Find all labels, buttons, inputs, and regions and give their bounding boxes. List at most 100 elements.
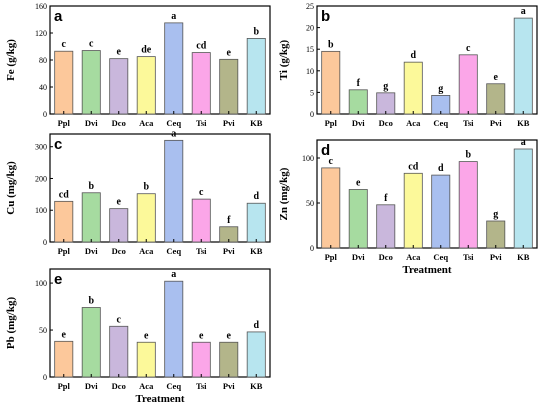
bar-ceq — [164, 139, 184, 243]
plot-frame — [316, 139, 538, 249]
bar-tsi — [458, 54, 478, 115]
y-tick-label: 120 — [35, 29, 47, 38]
x-axis-label: Treatment — [135, 393, 184, 405]
significance-letter: c — [199, 187, 204, 198]
x-tick-label: Tsi — [196, 118, 207, 128]
bar-dco — [109, 58, 129, 115]
significance-letter: d — [438, 163, 444, 174]
bar-pvi — [219, 58, 239, 115]
panel-c: 0100200300PplcdDvibDcoeAcabCeqaTsicPvifK… — [5, 128, 271, 256]
bar-pvi — [219, 341, 239, 378]
y-axis-label: Pb (mg/kg) — [5, 297, 17, 350]
significance-letter: cd — [59, 189, 69, 200]
bar-aca — [403, 172, 423, 249]
y-tick-label: 160 — [35, 2, 47, 11]
x-tick-label: Dvi — [352, 252, 365, 262]
significance-letter: c — [329, 156, 334, 167]
y-tick-label: 100 — [302, 154, 314, 163]
y-tick-label: 20 — [306, 24, 314, 33]
x-tick-label: Aca — [406, 252, 421, 262]
bar-dvi — [81, 192, 101, 243]
significance-letter: a — [171, 269, 176, 280]
x-tick-label: Pvi — [223, 246, 235, 256]
panel-letter: e — [54, 271, 62, 288]
significance-letter: c — [117, 314, 122, 325]
x-tick-label: Aca — [139, 246, 154, 256]
bar-pvi — [486, 83, 506, 115]
bar-dvi — [81, 50, 101, 115]
y-axis-label: Cu (mg/kg) — [5, 161, 17, 215]
y-tick-label: 0 — [310, 110, 314, 119]
y-tick-label: 200 — [35, 174, 47, 183]
x-tick-label: Pvi — [490, 252, 502, 262]
significance-letter: g — [493, 209, 498, 220]
bar-tsi — [191, 198, 211, 243]
significance-letter: a — [521, 137, 526, 148]
panel-e: 0 50 100 Ppl e Dvi b Dco c Aca e Ceq a Tsi e Pvi e KB d e Pb… — [5, 268, 271, 405]
significance-letter: g — [438, 83, 443, 94]
panel-b: 0 5 10 15 20 25 Ppl b Dvi f Dco g Aca d Ceq g Tsi c Pvi e KB… — [278, 2, 538, 128]
significance-letter: b — [88, 296, 94, 307]
significance-letter: b — [88, 181, 94, 192]
x-tick-label: Tsi — [196, 381, 207, 391]
bar-aca — [403, 61, 423, 115]
x-tick-label: KB — [517, 252, 530, 262]
x-tick-label: KB — [250, 381, 263, 391]
x-tick-label: Ceq — [433, 118, 448, 128]
significance-letter: b — [253, 26, 259, 37]
bar-kb — [246, 202, 266, 243]
x-tick-label: Dco — [379, 252, 393, 262]
significance-letter: e — [117, 47, 122, 58]
x-tick-label: KB — [250, 246, 263, 256]
x-tick-label: KB — [517, 118, 530, 128]
x-tick-label: Dco — [112, 381, 126, 391]
x-tick-label: Pvi — [223, 118, 235, 128]
y-axis-label: Fe (g/kg) — [5, 39, 17, 81]
x-tick-label: Tsi — [196, 246, 207, 256]
x-tick-label: Aca — [406, 118, 421, 128]
significance-letter: e — [356, 178, 361, 189]
bar-kb — [513, 17, 533, 115]
x-tick-label: Dco — [112, 118, 126, 128]
bar-pvi — [486, 220, 506, 249]
x-tick-label: Ppl — [325, 252, 338, 262]
y-tick-label: 25 — [306, 2, 314, 11]
significance-letter: f — [357, 78, 361, 89]
significance-letter: d — [410, 50, 416, 61]
y-tick-label: 40 — [39, 83, 47, 92]
x-tick-label: Dco — [379, 118, 393, 128]
y-axis-label: Ti (g/kg) — [278, 39, 290, 80]
significance-letter: e — [117, 197, 122, 208]
bar-aca — [136, 341, 156, 378]
x-tick-label: Ceq — [433, 252, 448, 262]
y-tick-label: 100 — [35, 279, 47, 288]
plot-frame — [49, 268, 271, 378]
bar-dco — [376, 204, 396, 249]
bar-kb — [246, 38, 266, 115]
significance-letter: a — [171, 128, 176, 139]
bar-dvi — [348, 89, 368, 115]
bar-tsi — [191, 52, 211, 115]
significance-letter: e — [227, 330, 232, 341]
y-tick-label: 10 — [306, 67, 314, 76]
bar-kb — [246, 331, 266, 378]
significance-letter: e — [199, 330, 204, 341]
bar-dco — [376, 92, 396, 115]
bar-aca — [136, 56, 156, 115]
bar-ppl — [54, 200, 74, 243]
y-tick-label: 0 — [43, 110, 47, 119]
significance-letter: g — [383, 81, 388, 92]
y-tick-label: 100 — [35, 206, 47, 215]
x-tick-label: Aca — [139, 381, 154, 391]
x-tick-label: Ceq — [166, 118, 181, 128]
significance-letter: c — [466, 43, 471, 54]
significance-letter: e — [227, 47, 232, 58]
x-tick-label: KB — [250, 118, 263, 128]
bar-dco — [109, 208, 129, 243]
bar-ceq — [431, 174, 451, 249]
bar-ceq — [164, 22, 184, 115]
significance-letter: a — [521, 6, 526, 17]
y-tick-label: 50 — [39, 326, 47, 335]
y-tick-label: 5 — [310, 88, 314, 97]
